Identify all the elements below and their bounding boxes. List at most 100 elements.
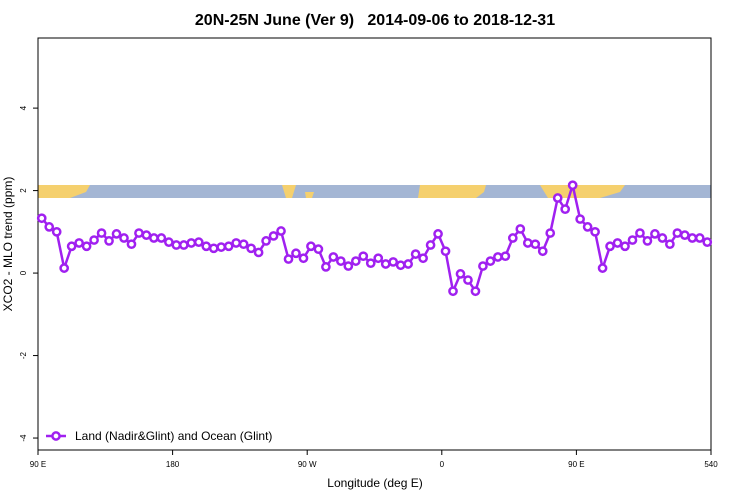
data-point <box>672 228 683 238</box>
data-point <box>463 275 473 285</box>
data-point <box>687 233 698 243</box>
data-point <box>328 252 339 262</box>
data-point <box>418 253 428 264</box>
data-point <box>642 236 653 246</box>
map-strip <box>38 185 711 198</box>
data-point <box>485 256 496 266</box>
data-point <box>141 230 152 240</box>
data-point <box>208 243 219 254</box>
x-tick-label: 540 <box>704 460 718 469</box>
data-point <box>395 260 406 271</box>
data-point <box>425 240 436 250</box>
data-point <box>455 269 466 279</box>
data-point <box>373 253 384 264</box>
data-point <box>500 251 511 262</box>
data-point <box>365 258 376 269</box>
data-point <box>343 261 354 271</box>
data-point <box>410 249 421 259</box>
x-axis-label: Longitude (deg E) <box>327 476 422 490</box>
data-point <box>530 239 541 250</box>
y-tick-label: -2 <box>19 351 28 359</box>
data-point <box>470 286 481 297</box>
data-point <box>560 204 571 215</box>
y-tick-label: 4 <box>19 105 28 110</box>
data-point <box>164 237 174 247</box>
data-point <box>515 224 526 234</box>
data-point <box>298 253 309 264</box>
data-point <box>81 241 92 252</box>
data-point <box>679 230 690 240</box>
series-line <box>40 180 708 296</box>
data-point <box>193 237 204 247</box>
data-point <box>321 262 331 272</box>
data-point <box>478 261 488 271</box>
data-point <box>59 263 70 273</box>
y-tick-label: -4 <box>19 434 28 442</box>
data-point <box>612 238 623 248</box>
data-point <box>597 263 608 273</box>
data-point <box>253 247 264 258</box>
y-tick-label: 2 <box>19 188 28 193</box>
data-point <box>134 228 144 238</box>
data-point <box>238 239 249 250</box>
data-point <box>223 241 234 252</box>
data-point <box>126 239 137 250</box>
data-point <box>507 233 518 243</box>
data-point <box>665 239 675 250</box>
data-point <box>552 193 563 203</box>
data-point <box>178 240 189 250</box>
data-point <box>119 233 129 243</box>
data-point <box>440 246 451 257</box>
x-tick-label: 90 E <box>30 460 46 469</box>
x-tick-label: 180 <box>166 460 180 469</box>
data-point <box>537 246 548 257</box>
data-point <box>433 229 443 239</box>
data-point <box>149 233 159 243</box>
data-point <box>291 248 301 259</box>
data-point <box>590 226 600 237</box>
data-point <box>268 231 279 241</box>
data-point <box>336 256 346 266</box>
data-point <box>36 213 47 224</box>
x-tick-label: 0 <box>440 460 445 469</box>
data-point <box>201 241 212 252</box>
data-point <box>276 226 286 236</box>
data-point <box>657 233 668 243</box>
data-point <box>306 241 316 252</box>
data-point <box>403 259 413 269</box>
data-point <box>575 214 585 224</box>
data-point <box>216 242 227 252</box>
data-point <box>246 243 256 254</box>
legend-label: Land (Nadir&Glint) and Ocean (Glint) <box>75 429 272 443</box>
data-point <box>313 244 324 255</box>
data-point <box>156 233 167 243</box>
data-point <box>231 238 242 248</box>
data-point <box>380 259 391 269</box>
data-point <box>261 236 271 246</box>
data-point <box>74 238 84 248</box>
data-point <box>448 286 458 297</box>
data-point <box>605 241 615 252</box>
data-point <box>66 241 77 252</box>
y-axis-label: XCO2 - MLO trend (ppm) <box>1 177 15 312</box>
data-point <box>51 226 62 237</box>
legend-marker <box>51 431 61 441</box>
data-point <box>358 251 369 262</box>
y-tick-label: 0 <box>19 270 28 275</box>
data-point <box>694 233 705 243</box>
data-point <box>702 237 713 247</box>
chart-title: 20N-25N June (Ver 9) 2014-09-06 to 2018-… <box>195 12 555 29</box>
data-point <box>89 235 99 245</box>
data-point <box>650 229 660 239</box>
x-tick-label: 90 E <box>568 460 584 469</box>
data-point <box>96 228 107 238</box>
data-point <box>522 238 533 248</box>
data-point <box>493 252 503 262</box>
data-point <box>350 256 361 266</box>
data-point <box>567 180 578 191</box>
data-point <box>283 254 294 264</box>
data-point <box>186 238 197 248</box>
data-point <box>620 241 630 252</box>
data-point <box>388 257 399 267</box>
